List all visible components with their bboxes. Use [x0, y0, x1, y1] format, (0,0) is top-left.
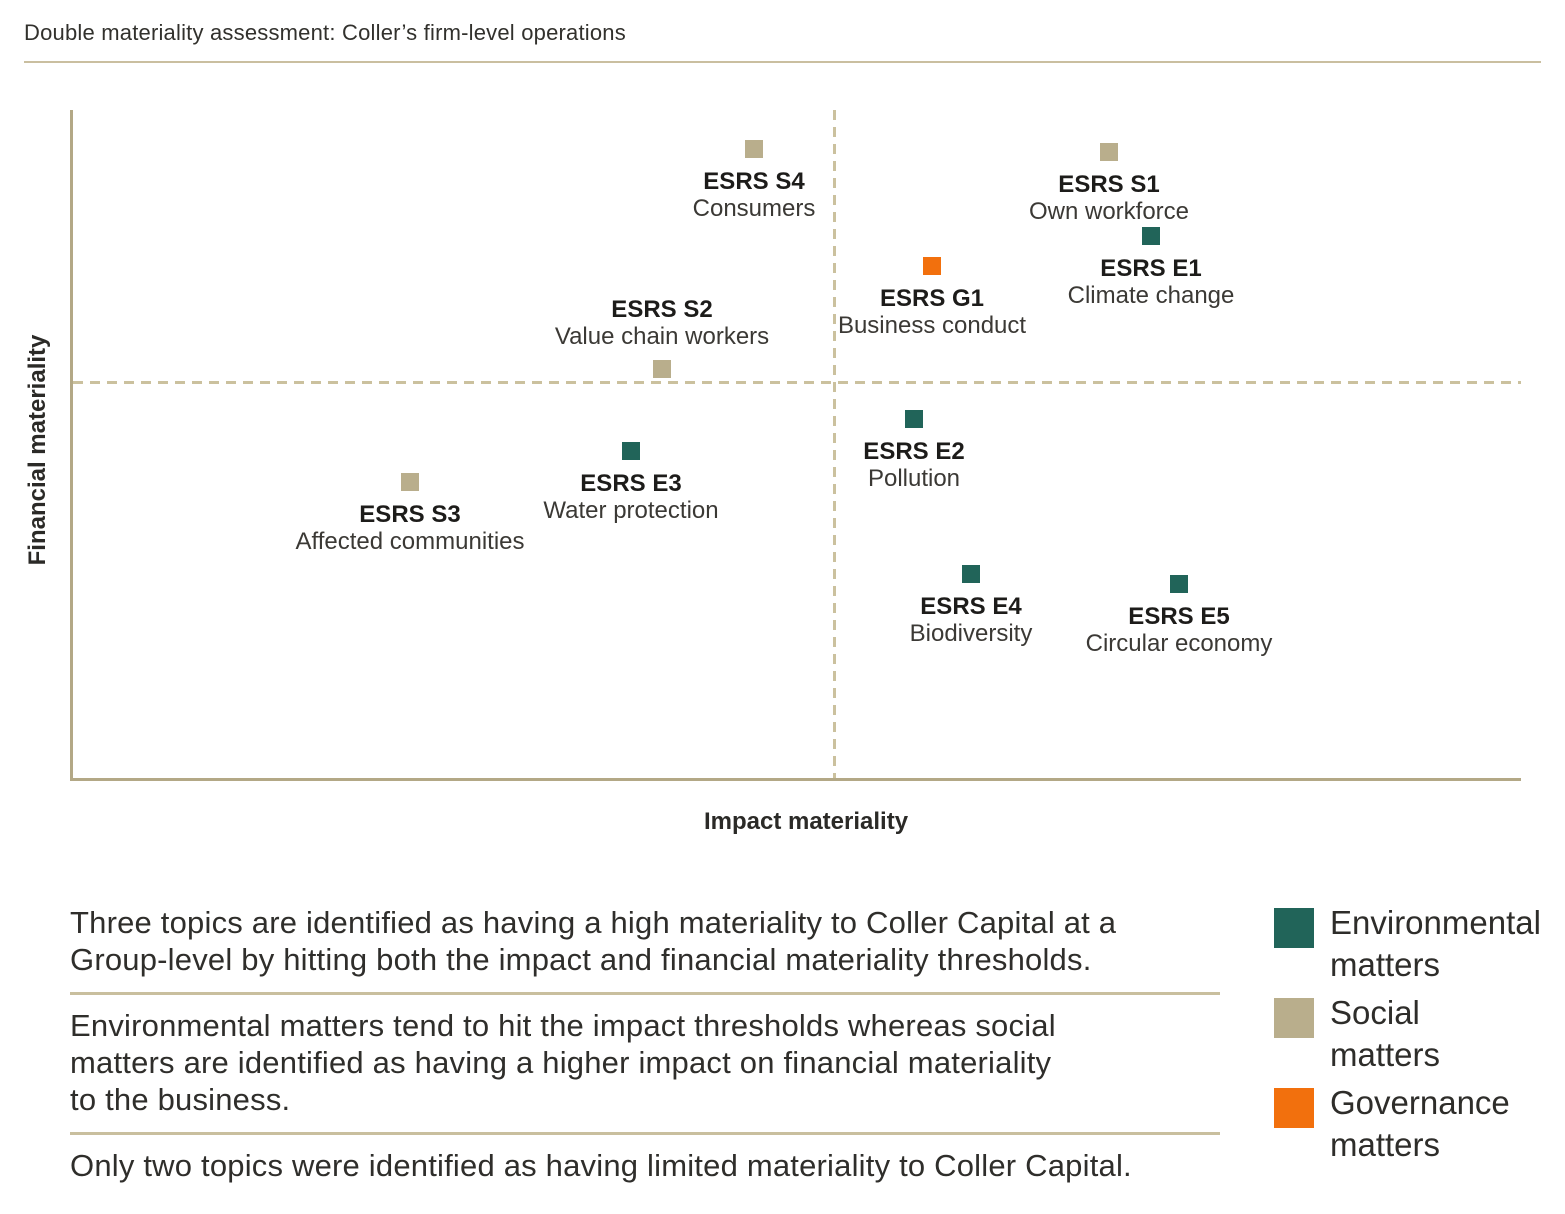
legend-item-governance: Governance matters	[1274, 1084, 1554, 1166]
title-divider	[24, 61, 1541, 63]
note-paragraph-2: Environmental matters tend to hit the im…	[70, 1008, 1056, 1117]
social-swatch-icon	[1274, 998, 1314, 1038]
marker-esrs-e3	[622, 442, 640, 460]
marker-esrs-e5	[1170, 575, 1188, 593]
point-code: ESRS E2	[863, 438, 965, 465]
point-code: ESRS E5	[1128, 603, 1230, 630]
point-name: Circular economy	[1085, 630, 1273, 657]
marker-esrs-s4	[745, 140, 763, 158]
point-label-esrs-e3: ESRS E3 Water protection	[543, 470, 718, 524]
point-name: Water protection	[543, 497, 719, 524]
point-label-esrs-e4: ESRS E4 Biodiversity	[910, 593, 1033, 647]
point-label-esrs-e1: ESRS E1 Climate change	[1068, 255, 1235, 309]
y-axis-label: Financial materiality	[24, 334, 51, 566]
legend: Environmental matters Social matters Gov…	[1274, 904, 1554, 1178]
environmental-swatch-icon	[1274, 908, 1314, 948]
note-divider-2	[70, 1132, 1220, 1135]
page-title: Double materiality assessment: Coller’s …	[24, 20, 626, 45]
point-code: ESRS E4	[920, 593, 1022, 620]
point-name: Own workforce	[1028, 198, 1190, 225]
marker-esrs-s2	[653, 360, 671, 378]
point-label-esrs-g1: ESRS G1 Business conduct	[838, 285, 1026, 339]
point-code: ESRS S3	[359, 501, 461, 528]
legend-label: Social matters	[1330, 994, 1441, 1073]
summary-notes: Three topics are identified as having a …	[70, 904, 1220, 1198]
marker-esrs-s1	[1100, 143, 1118, 161]
point-code: ESRS S4	[703, 168, 805, 195]
point-name: Consumers	[692, 195, 816, 222]
point-label-esrs-s4: ESRS S4 Consumers	[693, 168, 816, 222]
point-name: Affected communities	[295, 528, 525, 555]
legend-item-environmental: Environmental matters	[1274, 904, 1554, 986]
point-code: ESRS S2	[611, 296, 713, 323]
legend-item-social: Social matters	[1274, 994, 1554, 1076]
governance-swatch-icon	[1274, 1088, 1314, 1128]
marker-esrs-g1	[923, 257, 941, 275]
point-label-esrs-e2: ESRS E2 Pollution	[863, 438, 964, 492]
point-name: Value chain workers	[554, 323, 770, 350]
point-name: Biodiversity	[909, 620, 1033, 647]
impact-threshold-line	[833, 110, 836, 778]
point-code: ESRS E3	[580, 470, 682, 497]
point-label-esrs-s2: ESRS S2 Value chain workers	[555, 296, 769, 350]
point-label-esrs-s1: ESRS S1 Own workforce	[1029, 171, 1189, 225]
marker-esrs-e4	[962, 565, 980, 583]
marker-esrs-e2	[905, 410, 923, 428]
point-label-esrs-s3: ESRS S3 Affected communities	[296, 501, 525, 555]
point-code: ESRS S1	[1058, 171, 1160, 198]
note-paragraph-1: Three topics are identified as having a …	[70, 905, 1117, 977]
marker-esrs-s3	[401, 473, 419, 491]
financial-threshold-line	[73, 381, 1521, 384]
point-code: ESRS G1	[879, 285, 985, 312]
legend-label: Environmental matters	[1330, 904, 1541, 983]
point-code: ESRS E1	[1100, 255, 1202, 282]
x-axis-label: Impact materiality	[703, 808, 909, 835]
materiality-scatter-plot: ESRS S4 Consumers ESRS S1 Own workforce ESRS…	[70, 110, 1521, 781]
point-name: Business conduct	[837, 312, 1027, 339]
note-paragraph-3: Only two topics were identified as havin…	[70, 1148, 1132, 1183]
legend-label: Governance matters	[1330, 1084, 1510, 1163]
point-name: Climate change	[1067, 282, 1235, 309]
marker-esrs-e1	[1142, 227, 1160, 245]
point-name: Pollution	[867, 465, 961, 492]
point-label-esrs-e5: ESRS E5 Circular economy	[1086, 603, 1273, 657]
note-divider-1	[70, 992, 1220, 995]
